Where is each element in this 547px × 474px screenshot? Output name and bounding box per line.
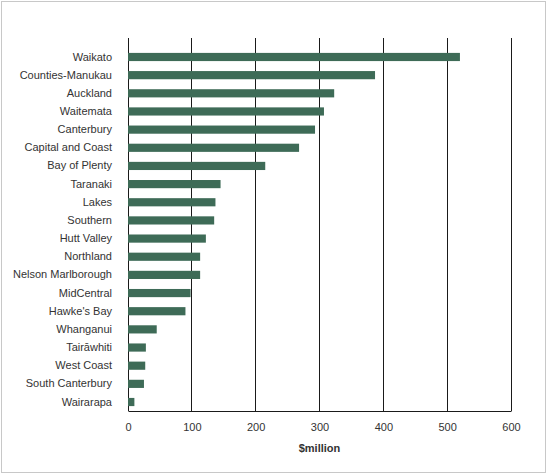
tick: West Coast xyxy=(55,359,128,371)
bar xyxy=(128,53,460,61)
tick-label: 500 xyxy=(438,421,456,433)
tick: Northland xyxy=(64,250,128,262)
bar xyxy=(128,234,206,242)
tick: 300 xyxy=(311,411,329,433)
category-label: Hawke's Bay xyxy=(49,305,113,317)
category-label: Lakes xyxy=(83,196,113,208)
bar xyxy=(128,289,191,297)
tick: Taranaki xyxy=(70,178,128,190)
bar xyxy=(128,144,299,152)
bar xyxy=(128,198,215,206)
tick: 500 xyxy=(438,411,456,433)
category-label: South Canterbury xyxy=(26,377,113,389)
bar xyxy=(128,180,221,188)
category-label: Bay of Plenty xyxy=(47,159,112,171)
tick: 100 xyxy=(183,411,201,433)
bar xyxy=(128,162,265,170)
tick: Auckland xyxy=(67,87,128,99)
tick: Counties-Manukau xyxy=(20,69,128,81)
category-label: MidCentral xyxy=(59,287,112,299)
category-label: Taranaki xyxy=(70,178,112,190)
bar xyxy=(128,325,157,333)
tick: Capital and Coast xyxy=(25,141,128,153)
category-label: Nelson Marlborough xyxy=(13,268,112,280)
tick-label: 300 xyxy=(311,421,329,433)
x-axis-title: $million xyxy=(299,442,341,454)
tick-label: 100 xyxy=(183,421,201,433)
category-label: West Coast xyxy=(55,359,112,371)
category-label: Counties-Manukau xyxy=(20,69,112,81)
grid-line xyxy=(383,38,384,411)
tick: 400 xyxy=(375,411,393,433)
tick-label: 200 xyxy=(247,421,265,433)
bar xyxy=(128,307,185,315)
chart: 0 100 200 300 400 500 600 Waikato Counties-Manuk… xyxy=(0,0,547,474)
category-label: Southern xyxy=(67,214,112,226)
tick: Waikato xyxy=(73,51,128,63)
tick: Tairāwhiti xyxy=(66,341,128,353)
bar xyxy=(128,89,334,97)
tick-label: 600 xyxy=(502,421,520,433)
category-label: Canterbury xyxy=(58,123,113,135)
grid xyxy=(128,38,511,411)
bar xyxy=(128,362,145,370)
bar xyxy=(128,107,324,115)
grid-line xyxy=(447,38,448,411)
bar xyxy=(128,216,214,224)
tick: Southern xyxy=(67,214,128,226)
tick: 200 xyxy=(247,411,265,433)
axis-line xyxy=(129,411,512,412)
plot: 0 100 200 300 400 500 600 Waikato Counties-Manuk… xyxy=(13,38,521,433)
bar xyxy=(128,398,134,406)
bar xyxy=(128,71,375,79)
tick: Hutt Valley xyxy=(60,232,128,244)
bar xyxy=(128,271,200,279)
tick: 600 xyxy=(502,411,520,433)
tick: Wairarapa xyxy=(62,396,128,408)
tick: Whanganui xyxy=(56,323,128,335)
tick-label: 400 xyxy=(375,421,393,433)
bar xyxy=(128,343,146,351)
tick: Lakes xyxy=(83,196,128,208)
category-label: Wairarapa xyxy=(62,396,113,408)
tick: 0 xyxy=(125,411,131,433)
frame xyxy=(2,2,546,473)
tick-label: 0 xyxy=(125,421,131,433)
bar xyxy=(128,380,144,388)
tick: Canterbury xyxy=(58,123,128,135)
tick: MidCentral xyxy=(59,287,128,299)
category-label: Waitemata xyxy=(60,105,113,117)
tick: Hawke's Bay xyxy=(49,305,128,317)
tick: Nelson Marlborough xyxy=(13,268,128,280)
category-label: Whanganui xyxy=(56,323,112,335)
tick: Bay of Plenty xyxy=(47,159,128,171)
grid-line xyxy=(511,38,512,411)
category-label: Northland xyxy=(64,250,112,262)
bar xyxy=(128,126,315,134)
x-axis: 0 100 200 300 400 500 600 xyxy=(125,411,520,433)
category-label: Waikato xyxy=(73,51,112,63)
category-label: Hutt Valley xyxy=(60,232,113,244)
bar xyxy=(128,253,200,261)
bars xyxy=(128,53,460,406)
category-label: Auckland xyxy=(67,87,112,99)
tick: Waitemata xyxy=(60,105,128,117)
category-label: Capital and Coast xyxy=(25,141,112,153)
category-label: Tairāwhiti xyxy=(66,341,112,353)
tick: South Canterbury xyxy=(26,377,128,389)
y-axis: Waikato Counties-Manukau Auckland Waitemata… xyxy=(13,51,128,408)
